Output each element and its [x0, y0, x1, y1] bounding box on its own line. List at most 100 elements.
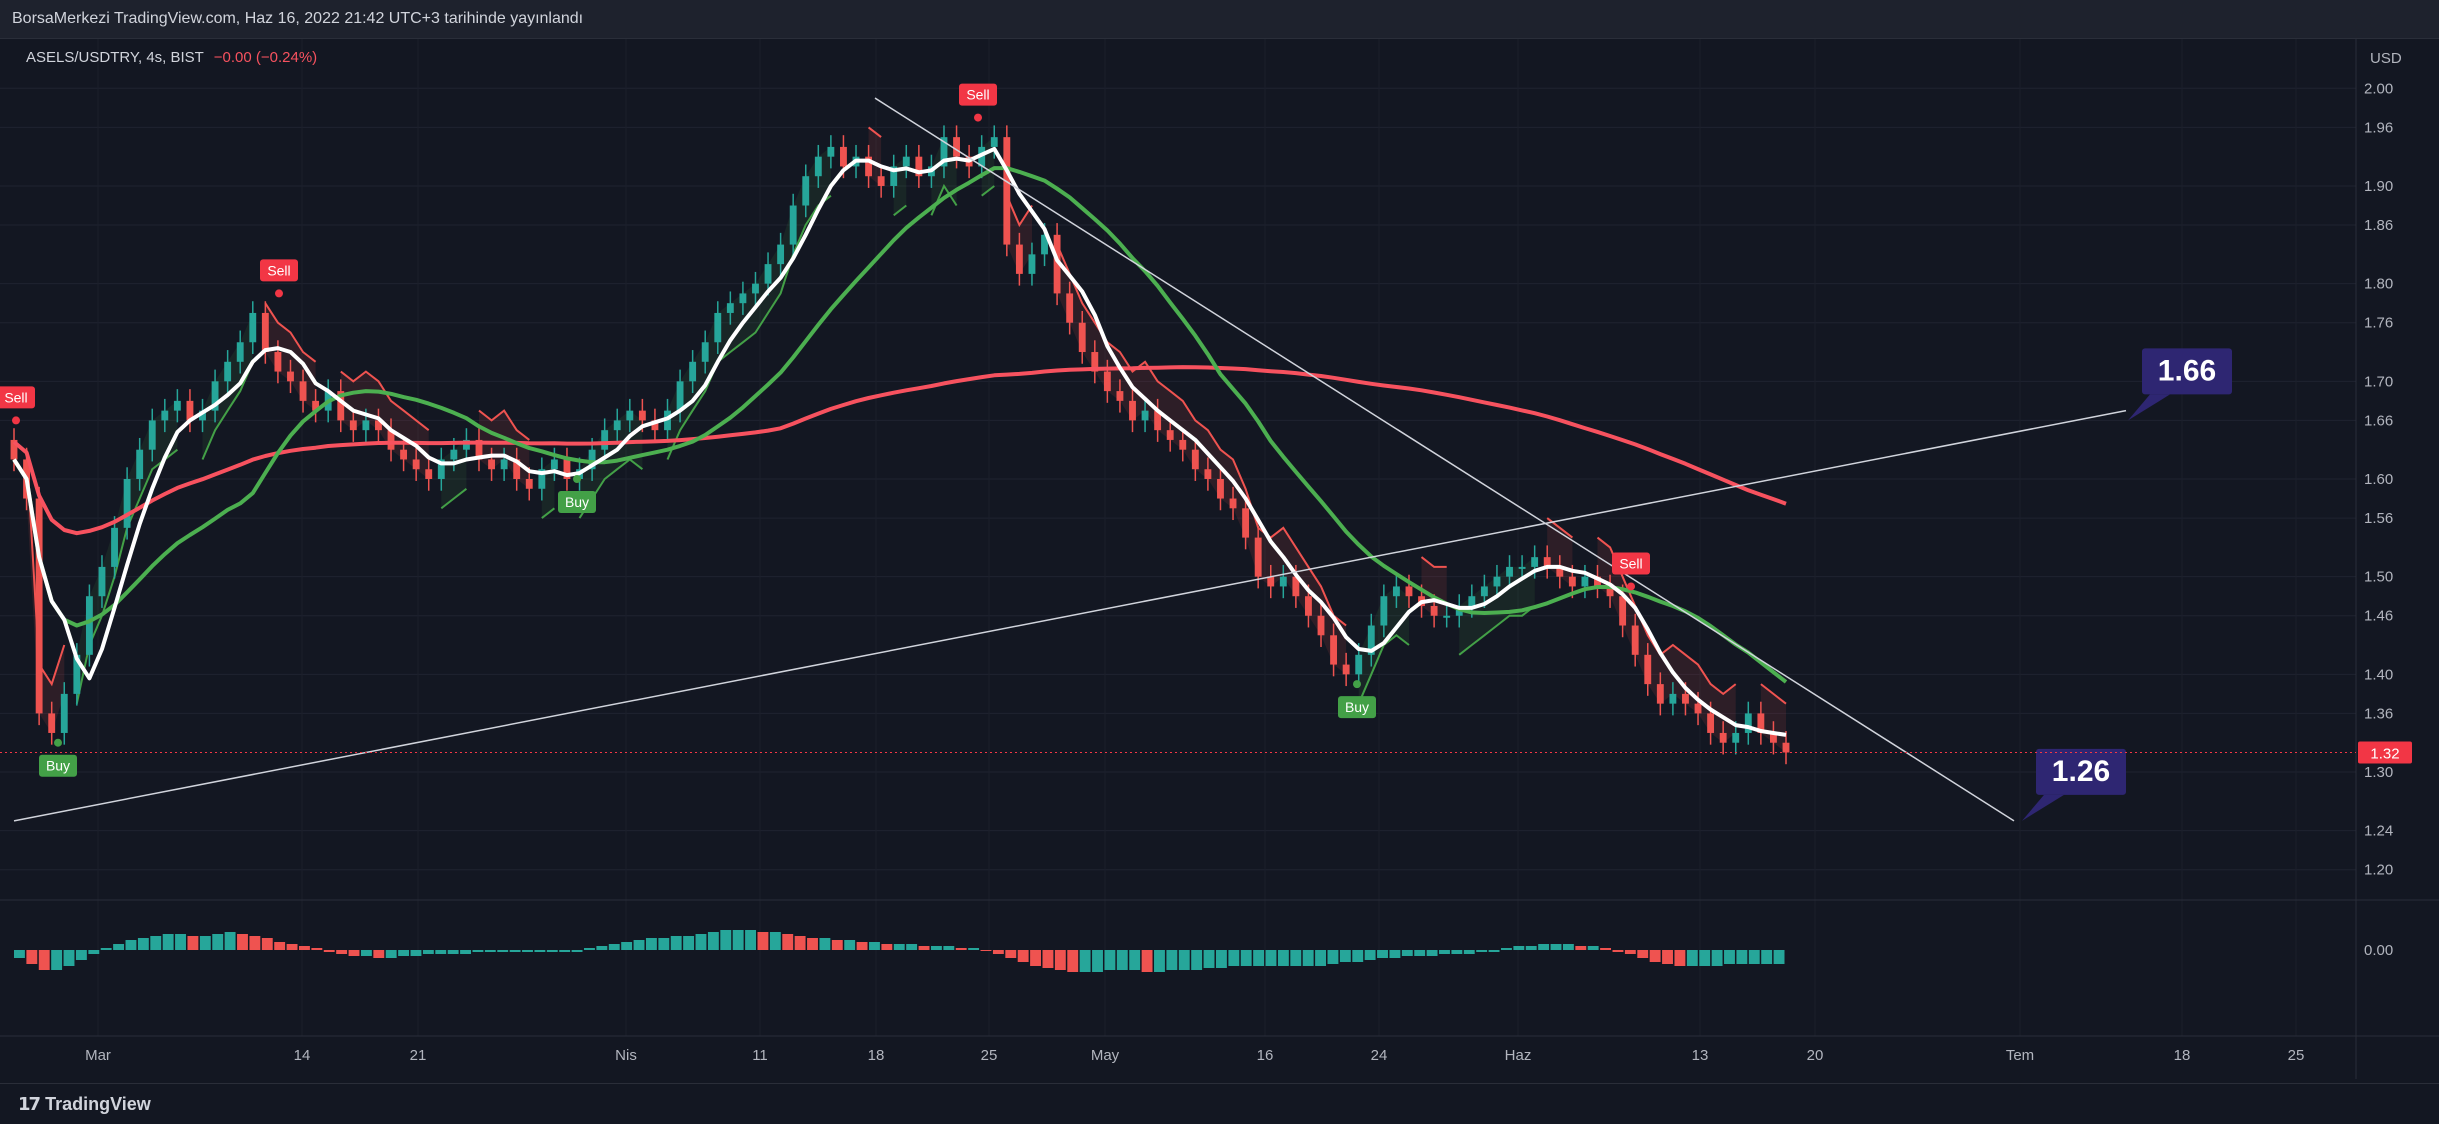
- time-tick-label: 14: [294, 1047, 311, 1064]
- price-chart[interactable]: 2.00 1.96 1.90 1.86 1.80 1.76 1.70 1.66 1.60 1.56…: [0, 39, 2439, 1079]
- histogram-bar: [720, 930, 732, 950]
- price-annotations[interactable]: 1.66 1.26: [2022, 348, 2232, 821]
- candle-body: [1154, 410, 1162, 431]
- histogram-bar: [1067, 950, 1079, 972]
- candle-body: [890, 166, 898, 186]
- candle-body: [148, 420, 156, 450]
- candle-body: [287, 371, 294, 382]
- candle-body: [488, 459, 495, 470]
- histogram-bar: [1711, 950, 1723, 966]
- candle-body: [513, 459, 521, 479]
- stop-band-fill: [1057, 244, 1347, 675]
- candle-body: [60, 693, 68, 733]
- stop-band-fill: [1597, 537, 1736, 743]
- candle-body: [274, 352, 282, 372]
- histogram-bar: [311, 948, 323, 950]
- candle-body: [1166, 430, 1174, 440]
- histogram-bar: [794, 936, 806, 950]
- chart-pane[interactable]: [0, 39, 2439, 1079]
- candle-body: [85, 596, 93, 655]
- histogram-bar: [707, 932, 719, 950]
- stop-line: [264, 302, 317, 363]
- histogram-bar: [1302, 950, 1314, 966]
- histogram-bar: [100, 948, 112, 950]
- candle-body: [111, 527, 118, 567]
- histogram-bar: [497, 950, 509, 952]
- price-axis[interactable]: 2.00 1.96 1.90 1.86 1.80 1.76 1.70 1.66 1.60 1.56…: [2364, 50, 2402, 959]
- candle-body: [400, 449, 408, 460]
- time-axis[interactable]: Mar 14 21 Nis 11 18 25 May 16 24 Haz 13 20 Tem 18 25: [85, 1047, 2304, 1064]
- time-tick-label: Mar: [85, 1047, 111, 1064]
- price-change: −0.00 (−0.24%): [213, 49, 318, 66]
- histogram-bar: [1451, 950, 1463, 954]
- histogram-bar: [75, 950, 87, 960]
- signal-labels: Sell Buy Sell Buy Sell Buy Sell: [0, 83, 1650, 777]
- candle-body: [588, 449, 596, 470]
- trendlines[interactable]: [13, 97, 2127, 822]
- histogram-bar: [881, 944, 893, 950]
- candle-body: [739, 293, 747, 304]
- histogram-bar: [249, 936, 261, 950]
- price-tick-label: 1.90: [2364, 178, 2393, 195]
- histogram-bar: [1277, 950, 1289, 966]
- candle-body: [1594, 576, 1601, 587]
- candle-body: [1606, 586, 1614, 597]
- buy-signal-dot: [1353, 680, 1361, 689]
- candle-body: [902, 156, 910, 167]
- histogram-bar: [1352, 950, 1364, 962]
- last-price-badge: [2358, 741, 2412, 764]
- oscillator-histogram: [14, 930, 1785, 972]
- histogram-bar: [1624, 950, 1636, 954]
- histogram-bar: [1092, 950, 1103, 972]
- tradingview-brand[interactable]: 𝟭𝟳 TradingView: [18, 1094, 151, 1115]
- histogram-bar: [1525, 946, 1537, 950]
- time-tick-label: 11: [752, 1047, 768, 1064]
- candle-body: [186, 400, 194, 421]
- histogram-bar: [930, 946, 942, 950]
- candle-body: [777, 244, 785, 265]
- histogram-bar: [1773, 950, 1785, 964]
- candle-body: [10, 439, 18, 460]
- histogram-bar: [274, 942, 286, 950]
- histogram-bar: [88, 950, 100, 954]
- buy-signal-badge: [39, 754, 77, 777]
- footer-bar: 𝟭𝟳 TradingView: [0, 1083, 2439, 1124]
- candle-body: [1078, 322, 1086, 353]
- histogram-bar: [63, 950, 75, 966]
- histogram-bar: [807, 938, 818, 950]
- histogram-bar: [162, 934, 174, 950]
- symbol-legend[interactable]: ASELS/USDTRY, 4s, BIST −0.00 (−0.24%): [26, 49, 317, 66]
- annotation-box[interactable]: [2142, 348, 2232, 395]
- candle-body: [1330, 635, 1338, 665]
- time-tick-label: Haz: [1505, 1047, 1532, 1064]
- histogram-bar: [745, 930, 756, 950]
- candle-body: [1342, 664, 1350, 675]
- candle-body: [1770, 732, 1777, 743]
- time-tick-label: 24: [1371, 1047, 1388, 1064]
- candle-body: [1254, 537, 1262, 577]
- candle-body: [1707, 713, 1715, 733]
- candle-body: [1468, 596, 1476, 606]
- histogram-bar: [1612, 950, 1624, 952]
- candle-body: [1493, 576, 1501, 587]
- histogram-bar: [1178, 950, 1190, 970]
- histogram-bar: [1079, 950, 1091, 972]
- annotation-box[interactable]: [2036, 748, 2126, 795]
- price-tick-label: 1.96: [2364, 119, 2393, 136]
- stop-line: [893, 204, 907, 217]
- signal-label: Sell: [1619, 555, 1642, 571]
- trendline-descending[interactable]: [874, 97, 2015, 822]
- candle-body: [224, 361, 232, 382]
- candle-body: [1719, 732, 1727, 743]
- ma-mid-green: [12, 166, 1788, 684]
- candle-body: [136, 449, 144, 479]
- time-tick-label: 21: [410, 1047, 427, 1064]
- histogram-bar: [1414, 950, 1426, 956]
- histogram-bar: [608, 944, 620, 950]
- histogram-bar: [447, 950, 459, 954]
- time-tick-label: 18: [868, 1047, 885, 1064]
- candle-body: [1103, 371, 1111, 392]
- price-tick-label: 1.76: [2364, 315, 2393, 332]
- histogram-bar: [1377, 950, 1388, 958]
- stop-line: [867, 126, 882, 138]
